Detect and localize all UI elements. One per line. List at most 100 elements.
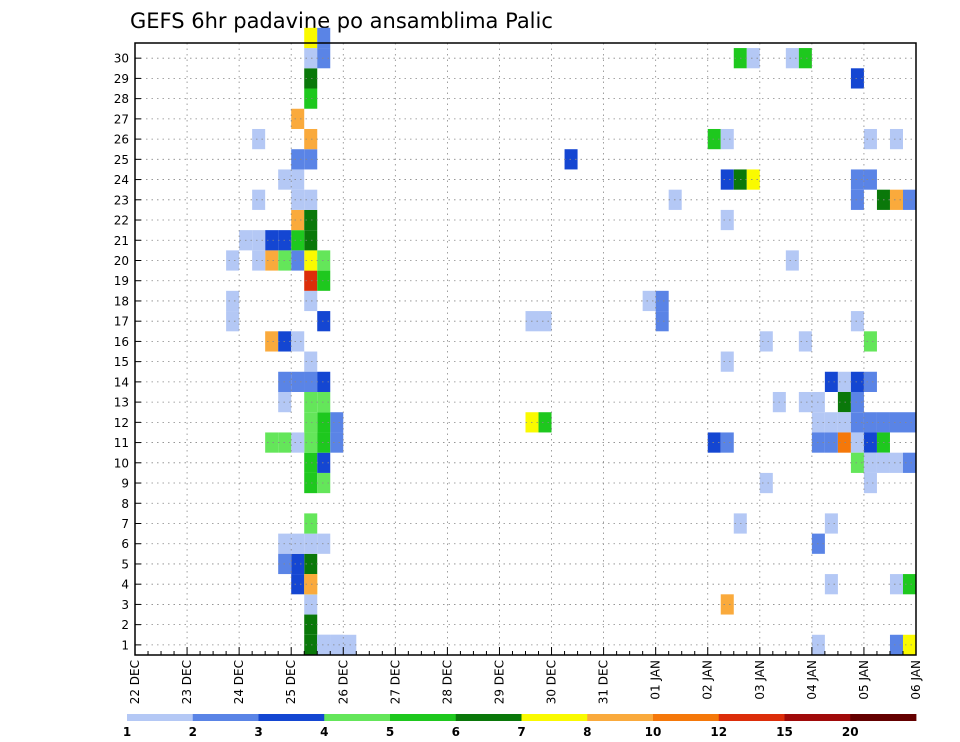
heatmap-cell [304,128,318,150]
heatmap-cell [304,513,318,534]
heatmap-cell [317,472,331,494]
x-tick-label: 02 JAN [701,660,715,700]
y-tick-label: 3 [121,598,129,612]
heatmap-cell [304,432,318,453]
heatmap-cell [291,574,305,595]
heatmap-cell [798,48,812,69]
colorbar-swatch [718,714,785,721]
heatmap-cell [304,68,318,89]
heatmap-cell [720,351,734,372]
x-tick-label: 03 JAN [753,660,767,700]
heatmap-cell [317,371,331,392]
y-tick-label: 22 [114,214,129,228]
x-tick-label: 25 DEC [284,660,298,704]
heatmap-cell [291,108,305,129]
heatmap-cell [850,169,864,190]
x-tick-label: 24 DEC [232,660,246,704]
heatmap-cell [850,68,864,89]
y-tick-label: 20 [114,254,129,268]
heatmap-cell [304,614,318,635]
x-tick-label: 27 DEC [388,660,402,704]
y-tick-label: 23 [114,193,129,207]
y-tick-label: 14 [114,375,129,389]
heatmap-cell [759,472,773,494]
heatmap-cell [304,27,318,49]
y-tick-label: 13 [114,396,129,410]
heatmap-cell [304,88,318,109]
x-tick-label: 29 DEC [492,660,506,704]
y-tick-label: 4 [121,578,129,592]
y-tick-label: 26 [114,133,129,147]
y-tick-label: 16 [114,335,129,349]
heatmap-cell [317,452,331,473]
x-tick-label: 23 DEC [180,660,194,704]
heatmap-cell [889,412,903,433]
heatmap-cell [226,250,240,271]
y-tick-label: 21 [114,234,129,248]
colorbar-swatch [324,714,391,721]
heatmap-cell [902,634,916,655]
heatmap-cell [330,634,344,655]
heatmap-cell [252,250,266,271]
x-tick-label: 06 JAN [909,660,923,700]
heatmap-cell [304,230,318,251]
heatmap-cell [902,452,916,473]
colorbar-label: 6 [452,725,460,739]
colorbar-swatch [455,714,522,721]
heatmap-cell [304,533,318,554]
heatmap-cell [291,250,305,271]
heatmap-cell [291,371,305,392]
heatmap-cell [226,311,240,332]
heatmap-cell [317,533,331,554]
heatmap-cell [252,230,266,251]
heatmap-cell [304,574,318,595]
heatmap-cell [304,290,318,312]
y-tick-label: 17 [114,315,129,329]
heatmap-cell [863,472,877,494]
plot-frame [134,42,917,656]
heatmap-cell [538,311,552,332]
colorbar-swatch [850,714,917,721]
heatmap-cell [642,290,656,312]
heatmap-cell [824,432,838,453]
y-tick-label: 5 [121,557,129,571]
y-tick-label: 24 [114,173,129,187]
heatmap-cell [317,391,331,413]
y-tick-label: 1 [121,638,129,652]
heatmap-cell [265,230,279,251]
heatmap-cell [850,391,864,413]
colorbar-label: 5 [386,725,394,739]
colorbar-label: 3 [254,725,262,739]
heatmap-cell [850,432,864,453]
x-tick-label: 31 DEC [597,660,611,704]
heatmap-cell [317,270,331,291]
heatmap-cell [304,472,318,494]
heatmap-cell [863,412,877,433]
heatmap-cell [317,311,331,332]
heatmap-cell [824,574,838,595]
heatmap-cell [889,574,903,595]
heatmap-cell [304,149,318,170]
colorbar-label: 4 [320,725,328,739]
colorbar-swatch [521,714,588,721]
heatmap-cell [798,391,812,413]
y-tick-label: 30 [114,52,129,66]
heatmap-cell [889,128,903,150]
heatmap-cell [304,412,318,433]
heatmap-cell [824,371,838,392]
y-tick-label: 28 [114,92,129,106]
heatmap-cell [317,412,331,433]
y-tick-label: 25 [114,153,129,167]
heatmap-cell [785,250,799,271]
heatmap-cell [720,209,734,231]
heatmap-cell [824,513,838,534]
colorbar-swatch [587,714,654,721]
chart-title: GEFS 6hr padavine po ansamblima Palic [130,9,553,33]
colorbar-swatch [653,714,720,721]
heatmap-cell [889,452,903,473]
heatmap-cell [252,128,266,150]
x-tick-label: 01 JAN [649,660,663,700]
heatmap-cell [291,149,305,170]
colorbar-label: 20 [842,725,859,739]
